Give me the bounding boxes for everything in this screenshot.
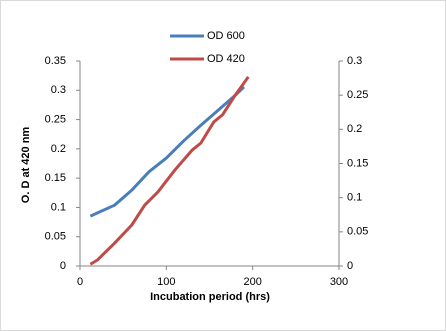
y-tick-label: 0.1 bbox=[51, 201, 66, 213]
x-tick-label: 100 bbox=[157, 276, 175, 288]
y-tick-label: 0 bbox=[60, 260, 66, 272]
y-tick-label: 0.2 bbox=[51, 143, 66, 155]
x-axis-label: Incubation period (hrs) bbox=[150, 291, 270, 303]
y-tick-label: 0.05 bbox=[45, 231, 66, 243]
y2-tick-label: 0.3 bbox=[347, 55, 362, 67]
y2-tick-label: 0.25 bbox=[347, 89, 368, 101]
y2-tick-label: 0.2 bbox=[347, 123, 362, 135]
y-axis-label: O. D at 420 nm bbox=[20, 127, 32, 204]
x-tick-label: 300 bbox=[330, 276, 348, 288]
legend-label: OD 420 bbox=[207, 53, 245, 65]
y-tick-label: 0.15 bbox=[45, 172, 66, 184]
series-line bbox=[89, 75, 250, 266]
y2-tick-label: 0.1 bbox=[347, 192, 362, 204]
y2-tick-label: 0.05 bbox=[347, 226, 368, 238]
y-tick-label: 0.3 bbox=[51, 84, 66, 96]
series-line bbox=[89, 85, 246, 218]
legend-label: OD 600 bbox=[207, 30, 245, 42]
y-tick-label: 0.35 bbox=[45, 55, 66, 67]
y2-tick-label: 0 bbox=[347, 260, 353, 272]
x-tick-label: 200 bbox=[243, 276, 261, 288]
y-tick-label: 0.25 bbox=[45, 113, 66, 125]
y2-tick-label: 0.15 bbox=[347, 157, 368, 169]
x-tick-label: 0 bbox=[77, 276, 83, 288]
